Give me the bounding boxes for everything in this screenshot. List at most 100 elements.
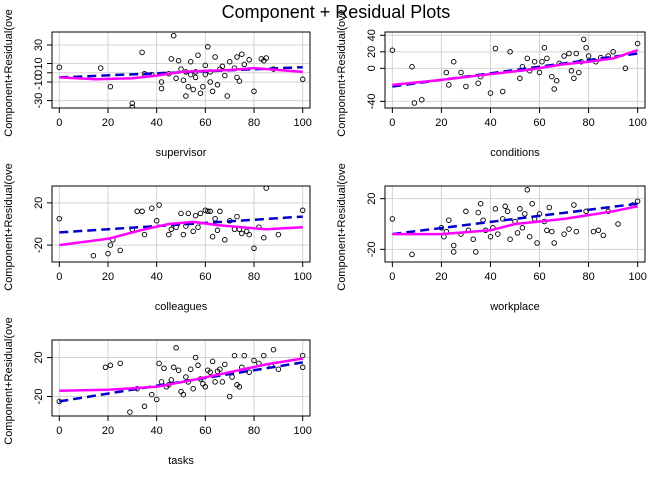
- residual-point: [504, 208, 511, 215]
- residual-point: [541, 44, 548, 51]
- x-tick-label: 100: [294, 117, 312, 129]
- residual-point: [241, 61, 248, 68]
- y-axis-label: Component+Residual(ove: [3, 163, 15, 291]
- residual-point: [561, 53, 567, 59]
- panel-colleagues: 0 20 40 60 80 100 -20 20 colleagues Component+Res…: [3, 163, 312, 313]
- residual-point: [583, 208, 589, 215]
- residual-point: [207, 79, 213, 85]
- residual-point: [170, 32, 177, 39]
- residual-point: [224, 93, 230, 99]
- residual-point: [411, 100, 418, 106]
- residual-point: [526, 233, 533, 240]
- data-layer: [389, 36, 641, 106]
- data-layer: [389, 187, 641, 258]
- y-tick-label: 20: [33, 351, 45, 363]
- residual-point: [180, 77, 187, 83]
- x-tick-label: 80: [582, 271, 594, 283]
- residual-point: [546, 204, 553, 211]
- y-tick-label: -20: [366, 241, 378, 257]
- residual-point: [610, 49, 616, 55]
- x-tick-label: 0: [56, 117, 62, 129]
- x-tick-label: 80: [582, 117, 594, 129]
- residual-point: [180, 231, 187, 238]
- panel-workplace: 0 20 40 60 80 100 -20 20 workplace Component+Resi…: [336, 163, 647, 313]
- residual-point: [129, 100, 136, 107]
- residual-point: [246, 57, 252, 63]
- residual-point: [492, 45, 499, 52]
- residual-point: [507, 49, 513, 55]
- residual-point: [170, 364, 177, 371]
- residual-point: [175, 57, 182, 64]
- residual-point: [195, 224, 201, 230]
- residual-point: [299, 76, 306, 83]
- residual-point: [192, 74, 199, 81]
- residual-point: [226, 393, 233, 400]
- plot-frame: [51, 339, 311, 417]
- x-tick-label: 40: [484, 117, 496, 129]
- x-axis-label: colleagues: [155, 301, 208, 313]
- residual-point: [90, 252, 97, 259]
- residual-point: [492, 206, 499, 212]
- x-axis-label: conditions: [490, 147, 540, 159]
- y-tick-label: -30: [33, 93, 45, 109]
- residual-point: [102, 364, 109, 371]
- residual-point: [239, 230, 245, 237]
- residual-point: [409, 251, 415, 258]
- residual-point: [571, 75, 577, 82]
- residual-point: [236, 78, 243, 84]
- x-tick-label: 20: [102, 425, 114, 437]
- y-axis-label: Component+Residual(ove: [3, 9, 15, 137]
- residual-point: [214, 82, 221, 88]
- residual-point: [495, 231, 501, 237]
- residual-point: [168, 377, 175, 383]
- x-tick-label: 0: [56, 271, 62, 283]
- x-tick-label: 20: [435, 117, 447, 129]
- residual-point: [473, 249, 479, 255]
- residual-point: [600, 232, 607, 239]
- residual-point: [499, 88, 506, 95]
- y-tick-label: -40: [366, 93, 378, 109]
- residual-point: [153, 396, 160, 403]
- residual-point: [56, 64, 63, 70]
- residual-point: [389, 47, 396, 53]
- x-tick-label: 20: [102, 117, 114, 129]
- residual-point: [275, 231, 282, 238]
- residual-point: [212, 379, 218, 385]
- y-tick-label: 40: [366, 29, 378, 41]
- x-tick-label: 100: [294, 425, 312, 437]
- residual-point: [192, 354, 199, 361]
- residual-point: [180, 391, 187, 398]
- x-tick-label: 80: [248, 271, 260, 283]
- residual-point: [409, 63, 415, 70]
- residual-point: [634, 40, 641, 47]
- residual-point: [450, 58, 457, 65]
- residual-point: [161, 365, 167, 372]
- residual-point: [553, 77, 560, 84]
- residual-point: [549, 73, 555, 80]
- panel-conditions: 0 20 40 60 80 100 -40 0 20 40 conditions Component+…: [336, 9, 647, 159]
- residual-point: [197, 90, 204, 96]
- residual-point: [173, 345, 179, 351]
- residual-point: [517, 206, 523, 212]
- residual-point: [105, 250, 111, 257]
- x-tick-label: 0: [389, 117, 395, 129]
- y-tick-label: 20: [366, 193, 378, 205]
- residual-point: [209, 88, 216, 95]
- residual-point: [475, 209, 481, 216]
- figure-title: Component + Residual Plots: [222, 2, 451, 22]
- residual-point: [475, 80, 481, 86]
- residual-point: [551, 240, 557, 246]
- x-axis-label: supervisor: [156, 147, 207, 159]
- residual-point: [566, 226, 572, 232]
- x-tick-label: 60: [533, 271, 545, 283]
- data-layer: [56, 186, 306, 259]
- residual-point: [507, 236, 513, 242]
- residual-point: [200, 381, 206, 387]
- residual-point: [519, 225, 526, 231]
- x-tick-label: 40: [151, 425, 163, 437]
- residual-point: [573, 228, 580, 235]
- panels: 0 20 40 60 80 100-30-1001030supervisorCompone…: [3, 9, 647, 467]
- residual-point: [219, 379, 226, 385]
- residual-point: [97, 65, 104, 71]
